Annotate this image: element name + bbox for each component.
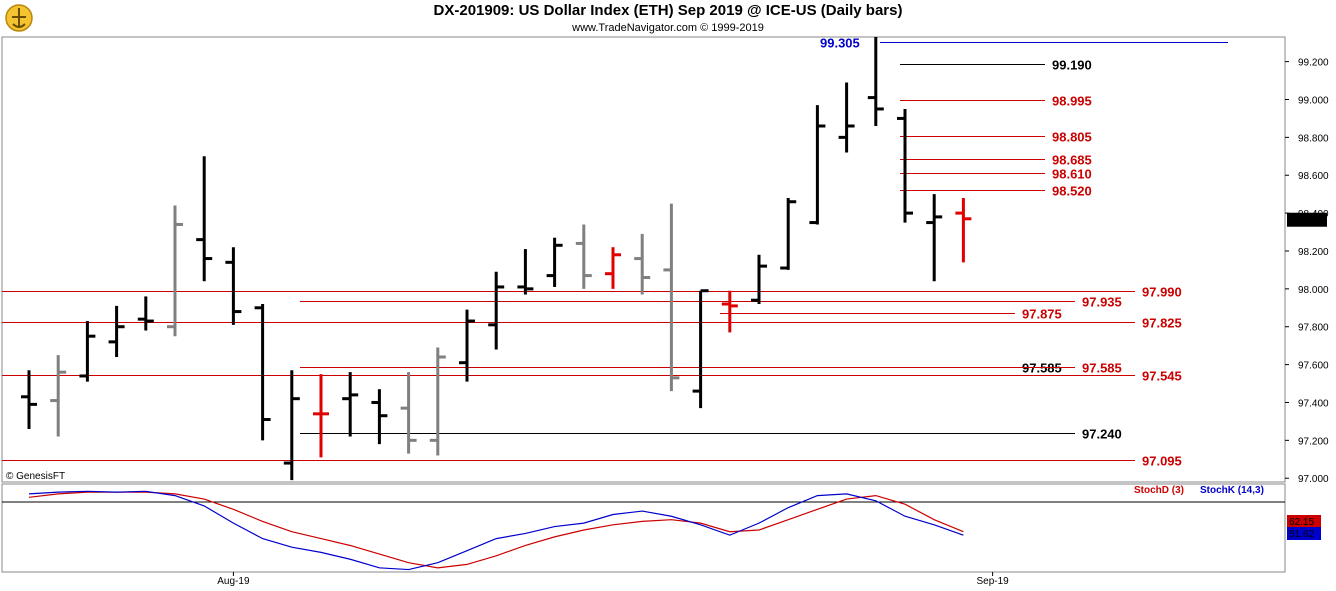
last-price-box [1287, 212, 1327, 227]
ohlc-bar [108, 305, 125, 358]
ohlc-bar [50, 355, 67, 437]
stoch-legend: StochK (14,3) [1200, 485, 1264, 496]
watermark: © GenesisFT [6, 471, 65, 482]
x-tick-label: Sep-19 [976, 576, 1009, 587]
level-label: 98.610 [1052, 167, 1092, 182]
chart-subtitle: www.TradeNavigator.com © 1999-2019 [572, 22, 764, 34]
y-tick-label: 99.200 [1298, 58, 1329, 69]
ohlc-bar [897, 108, 913, 223]
ohlc-bar [196, 156, 213, 282]
y-tick-label: 98.000 [1298, 285, 1329, 296]
level-label: 97.825 [1142, 316, 1182, 331]
stoch-last-box [1287, 527, 1321, 540]
ohlc-bar [21, 370, 37, 429]
ohlc-bar [342, 372, 359, 437]
level-label: 97.935 [1082, 295, 1122, 310]
stoch-last-label: 51.62 [1289, 529, 1314, 540]
ohlc-bar [867, 37, 884, 126]
level-label: 97.875 [1022, 307, 1062, 322]
level-label: 97.095 [1142, 454, 1182, 469]
level-label: 98.520 [1052, 184, 1092, 199]
chart-title: DX-201909: US Dollar Index (ETH) Sep 201… [433, 2, 903, 19]
y-tick-label: 97.600 [1298, 361, 1329, 372]
ohlc-bar [751, 254, 767, 304]
ohlc-bar [838, 82, 855, 153]
ohlc-bar [225, 247, 242, 325]
last-price-label: 98.365 [1289, 216, 1320, 227]
ohlc-bar [254, 304, 271, 441]
ohlc-bar [955, 197, 972, 263]
y-tick-label: 97.400 [1298, 398, 1329, 409]
y-tick-label: 98.200 [1298, 247, 1329, 258]
stoch-last-box [1287, 515, 1321, 528]
ohlc-bar [488, 271, 505, 350]
ohlc-bar [605, 247, 621, 289]
ohlc-bar [517, 249, 534, 295]
level-label: 98.685 [1052, 153, 1092, 168]
ohlc-bar [780, 197, 797, 270]
y-tick-label: 97.000 [1298, 474, 1329, 485]
stoch-panel [1, 483, 1286, 573]
y-tick-label: 97.200 [1298, 436, 1329, 447]
level-label: 97.545 [1142, 369, 1182, 384]
ohlc-bar [79, 321, 96, 382]
level-label: 98.805 [1052, 130, 1092, 145]
level-label: 97.585 [1082, 361, 1122, 376]
x-tick-label: Aug-19 [217, 576, 250, 587]
ohlc-bar [663, 203, 680, 392]
level-label: 99.305 [820, 36, 860, 51]
level-label: 99.190 [1052, 58, 1092, 73]
y-tick-label: 97.800 [1298, 323, 1329, 334]
ohlc-bar [313, 374, 329, 458]
ohlc-bar [692, 289, 709, 409]
y-tick-label: 99.000 [1298, 95, 1329, 106]
level-label: 98.995 [1052, 94, 1092, 109]
ohlc-bar [371, 389, 388, 445]
ohlc-bar [429, 347, 446, 456]
ohlc-bar [137, 296, 154, 331]
stoch-line [28, 490, 964, 571]
ohlc-bar [926, 194, 943, 282]
level-label: 97.240 [1082, 427, 1122, 442]
stoch-last-label: 62.15 [1289, 517, 1314, 528]
level-label: 97.990 [1142, 285, 1182, 300]
ohlc-bar [167, 205, 183, 337]
ohlc-bar [459, 309, 475, 382]
logo-icon [4, 3, 34, 33]
ohlc-bar [634, 233, 651, 295]
y-tick-label: 98.600 [1298, 171, 1329, 182]
ohlc-bar [546, 237, 563, 287]
ohlc-bar [721, 290, 738, 333]
stoch-legend: StochD (3) [1134, 485, 1184, 496]
ohlc-bar [809, 105, 826, 225]
stoch-line [28, 491, 964, 569]
y-tick-label: 98.800 [1298, 133, 1329, 144]
ohlc-bar [283, 370, 300, 481]
ohlc-bar [575, 224, 592, 289]
ohlc-bar [400, 372, 417, 454]
